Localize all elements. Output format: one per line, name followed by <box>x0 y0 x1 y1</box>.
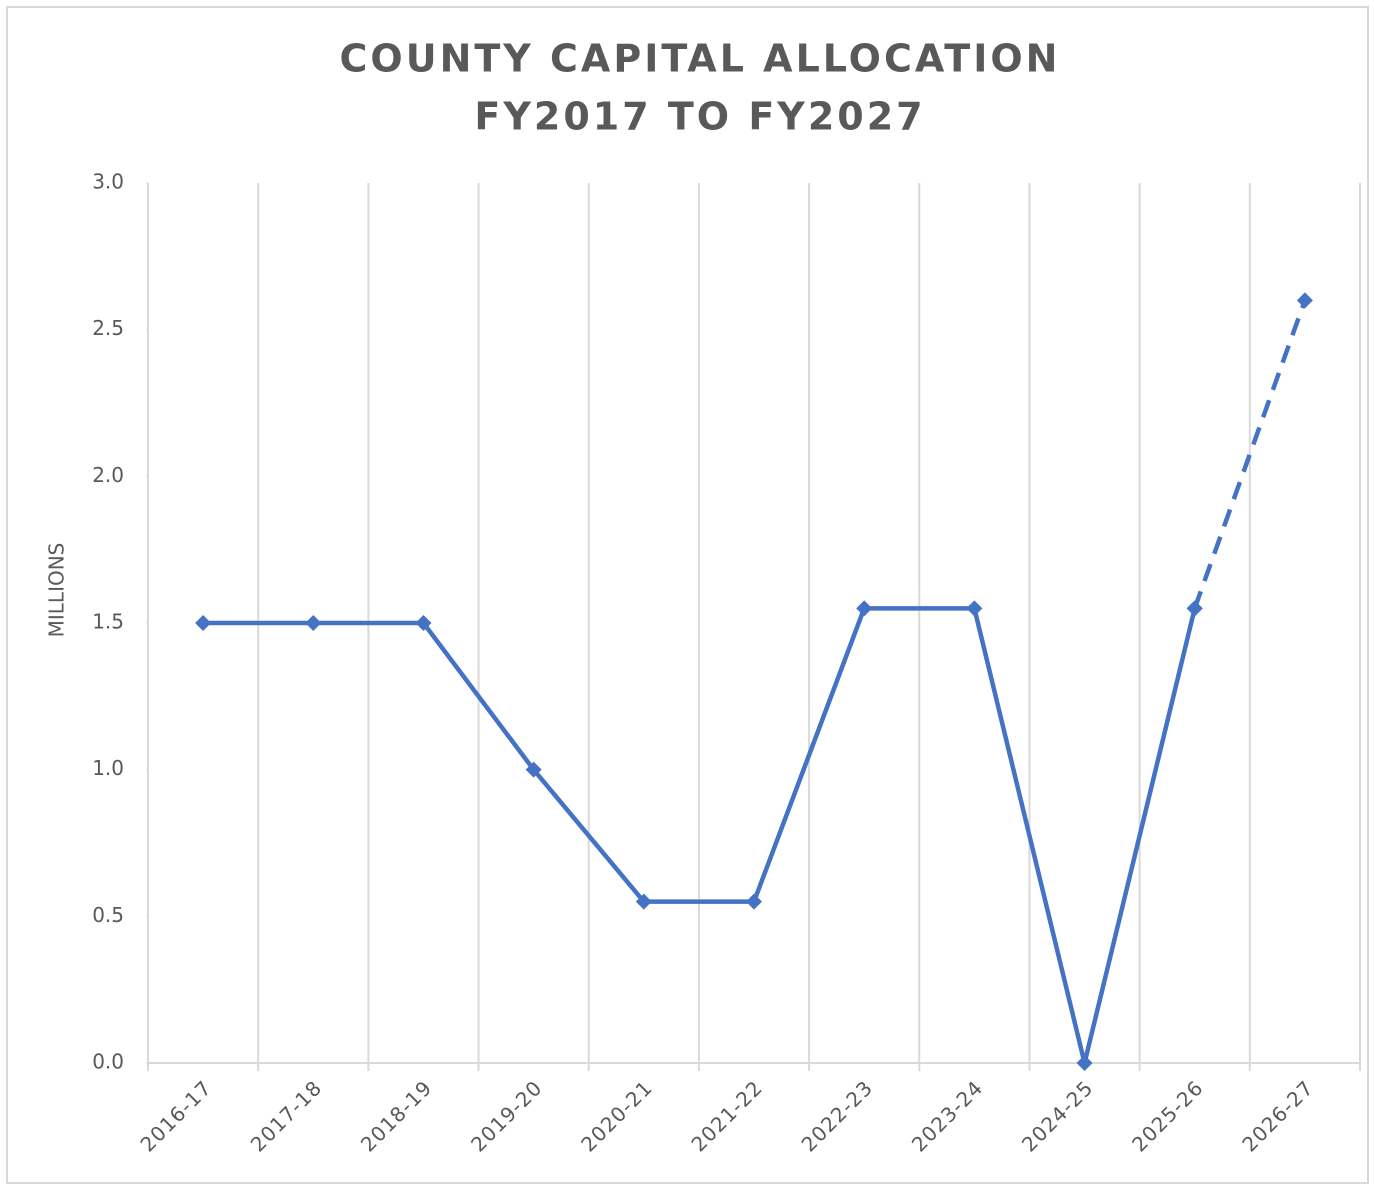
y-tick-label: 2.5 <box>92 316 124 340</box>
y-tick-label: 0.5 <box>92 903 124 927</box>
series-line <box>1192 299 1308 610</box>
y-tick-label: 3.0 <box>92 170 124 194</box>
chart-title: COUNTY CAPITAL ALLOCATION <box>340 37 1061 81</box>
marker <box>525 761 542 778</box>
marker <box>966 600 983 617</box>
y-axis-label: MILLIONS <box>45 543 69 638</box>
chart-subtitle: FY2017 TO FY2027 <box>474 95 925 139</box>
y-tick-label: 0.0 <box>92 1050 124 1074</box>
marker <box>1076 1055 1093 1071</box>
y-tick-label: 1.0 <box>92 756 124 780</box>
y-tick-label: 2.0 <box>92 463 124 487</box>
marker <box>856 600 873 617</box>
marker <box>195 615 212 631</box>
y-tick-label: 1.5 <box>92 610 124 634</box>
marker <box>305 615 322 631</box>
marker <box>415 615 432 631</box>
marker <box>1186 600 1203 617</box>
series-line <box>203 606 1197 1066</box>
marker <box>1296 292 1313 309</box>
marker <box>746 893 762 910</box>
chart-border <box>6 6 1369 1184</box>
marker <box>635 893 652 910</box>
